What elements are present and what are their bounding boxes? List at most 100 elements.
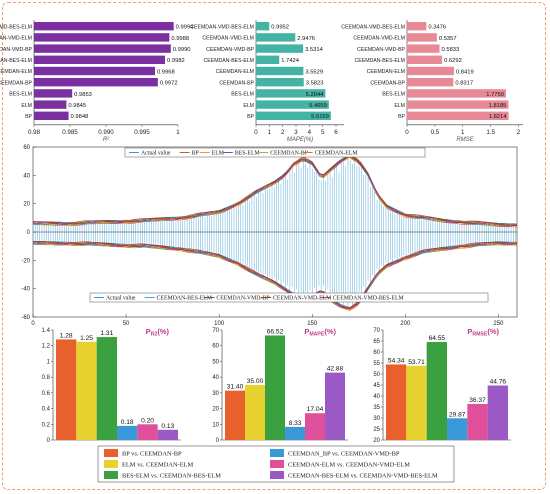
bar — [34, 111, 69, 120]
tick-label: 0.2 — [42, 422, 51, 428]
bar — [407, 100, 509, 109]
hbar-panel-3: CEEMDAN-VMD-BES-ELM 0.3476 CEEMDAN-VMD-ELM… — [341, 20, 523, 143]
tick-label: 40 — [212, 375, 219, 381]
category-label: CEEMDAN-VMD-BES-ELM — [0, 24, 32, 30]
tick-label: 55 — [373, 361, 380, 367]
data-label: 53.71 — [408, 359, 425, 366]
panel-title-unit: (%) — [324, 327, 336, 336]
data-label: 2.9476 — [297, 36, 315, 42]
hbar-panel-2: CEEMDAN-VMD-BES-ELM 0.9952 CEEMDAN-VMD-ELM… — [190, 20, 344, 143]
tick-label: 0 — [27, 230, 31, 236]
tick-label: 5 — [321, 129, 325, 136]
panel-title-sub: R2 — [151, 332, 158, 338]
category-label: CEEMDAN-VMD-ELM — [202, 36, 254, 42]
bar — [34, 55, 166, 64]
data-label: 1.28 — [60, 332, 73, 339]
bar — [407, 22, 427, 31]
category-label: CEEMDAN-BP — [370, 80, 405, 86]
data-label: 3.5823 — [306, 81, 324, 87]
panel-title-unit: (%) — [157, 327, 169, 336]
legend-swatch — [270, 449, 284, 457]
bar — [407, 111, 509, 120]
series-line-ceemdan-vmd-bes-elm — [32, 154, 518, 226]
tick-label: 1.2 — [42, 344, 51, 350]
legend-swatch — [270, 460, 284, 468]
category-label: CEEMDAN-VMD-BES-ELM — [341, 24, 405, 30]
bar — [467, 403, 488, 440]
tick-label: 0 — [216, 438, 220, 444]
bar — [256, 22, 270, 31]
hbar-panel-1: CEEMDAN-VMD-BES-ELM 0.9994 CEEMDAN-VMD-ELM… — [0, 20, 194, 143]
bar — [325, 372, 345, 440]
legend-bottom: Actual value CEEMDAN-BES-ELM CEEMDAN-VMD-B… — [89, 292, 489, 303]
tick-label: 0.990 — [98, 129, 114, 136]
bar — [305, 413, 325, 440]
tick-label: 0.98 — [28, 129, 41, 136]
series-line-ceemdan-vmd-bes-elm — [32, 240, 518, 309]
bar — [407, 55, 443, 64]
bar — [487, 385, 508, 440]
data-label: 31.40 — [227, 384, 244, 391]
legend-swatch — [104, 471, 118, 479]
tick-label: 2 — [517, 129, 521, 136]
actual-value-series — [32, 156, 516, 309]
axis-label: RMSE — [456, 137, 474, 143]
category-label: ELM — [394, 103, 405, 109]
tick-label: 60 — [23, 145, 30, 151]
data-label: 64.55 — [429, 335, 446, 342]
data-label: 29.87 — [449, 411, 466, 418]
data-label: 1.8185 — [489, 103, 507, 109]
tick-label: 1 — [176, 129, 180, 136]
tick-label: 250 — [493, 321, 504, 327]
series-line-ceemdan-bp — [32, 242, 518, 308]
data-label: 1.7424 — [281, 58, 300, 64]
data-label: 8.33 — [289, 420, 302, 427]
axis-label: R² — [103, 137, 110, 143]
bar — [56, 339, 77, 440]
category-label: ELM — [21, 103, 32, 109]
tick-label: 65 — [373, 339, 380, 345]
bar — [34, 100, 67, 109]
tick-label: 35 — [373, 405, 380, 411]
panel-title-main: P — [304, 327, 309, 336]
bar — [407, 89, 506, 98]
data-label: 0.9972 — [160, 81, 178, 87]
panel-title: PR2(%) — [146, 327, 170, 338]
legend-top: Actual value BP ELM BES-ELM CEEMDAN-BP CEEMDA… — [124, 147, 426, 158]
tick-label: 1.5 — [486, 129, 495, 136]
tick-label: 100 — [214, 321, 225, 327]
data-label: 5.4659 — [309, 103, 327, 109]
data-label: 3.5529 — [305, 69, 323, 75]
data-label: 0.5357 — [439, 36, 457, 42]
category-label: ELM — [243, 103, 254, 109]
legend-label: CEEMDAN-BES-ELM — [157, 296, 212, 302]
data-label: 0.20 — [141, 417, 154, 424]
legend-swatch — [270, 471, 284, 479]
data-label: 1.7750 — [486, 92, 504, 98]
tick-label: 4 — [308, 129, 312, 136]
data-label: 0.9994 — [176, 25, 195, 31]
bar — [34, 78, 158, 87]
category-label: BES-ELM — [231, 92, 254, 98]
tick-label: -20 — [21, 258, 30, 264]
tick-label: 25 — [373, 427, 380, 433]
data-label: 44.76 — [490, 379, 507, 386]
bar — [137, 424, 158, 440]
tick-label: 0 — [405, 129, 409, 136]
tick-label: 20 — [212, 407, 219, 413]
category-label: CEEMDAN-BP — [219, 80, 254, 86]
panel-title: PRMSE(%) — [467, 327, 499, 338]
data-label: 0.5833 — [442, 47, 460, 53]
data-label: 0.9853 — [74, 92, 92, 98]
tick-label: 0.995 — [134, 129, 150, 136]
category-label: CEEMDAN-VMD-BP — [357, 47, 405, 53]
legend-label: CEEMDAN-ELM vs. CEEMDAN-VMD-ELM — [288, 462, 410, 469]
data-label: 42.88 — [327, 366, 344, 373]
axis-label: MAPE(%) — [287, 137, 313, 143]
bar — [117, 425, 138, 440]
tick-label: 0 — [254, 129, 258, 136]
category-label: CEEMDAN-ELM — [0, 69, 32, 75]
bar — [34, 22, 174, 31]
